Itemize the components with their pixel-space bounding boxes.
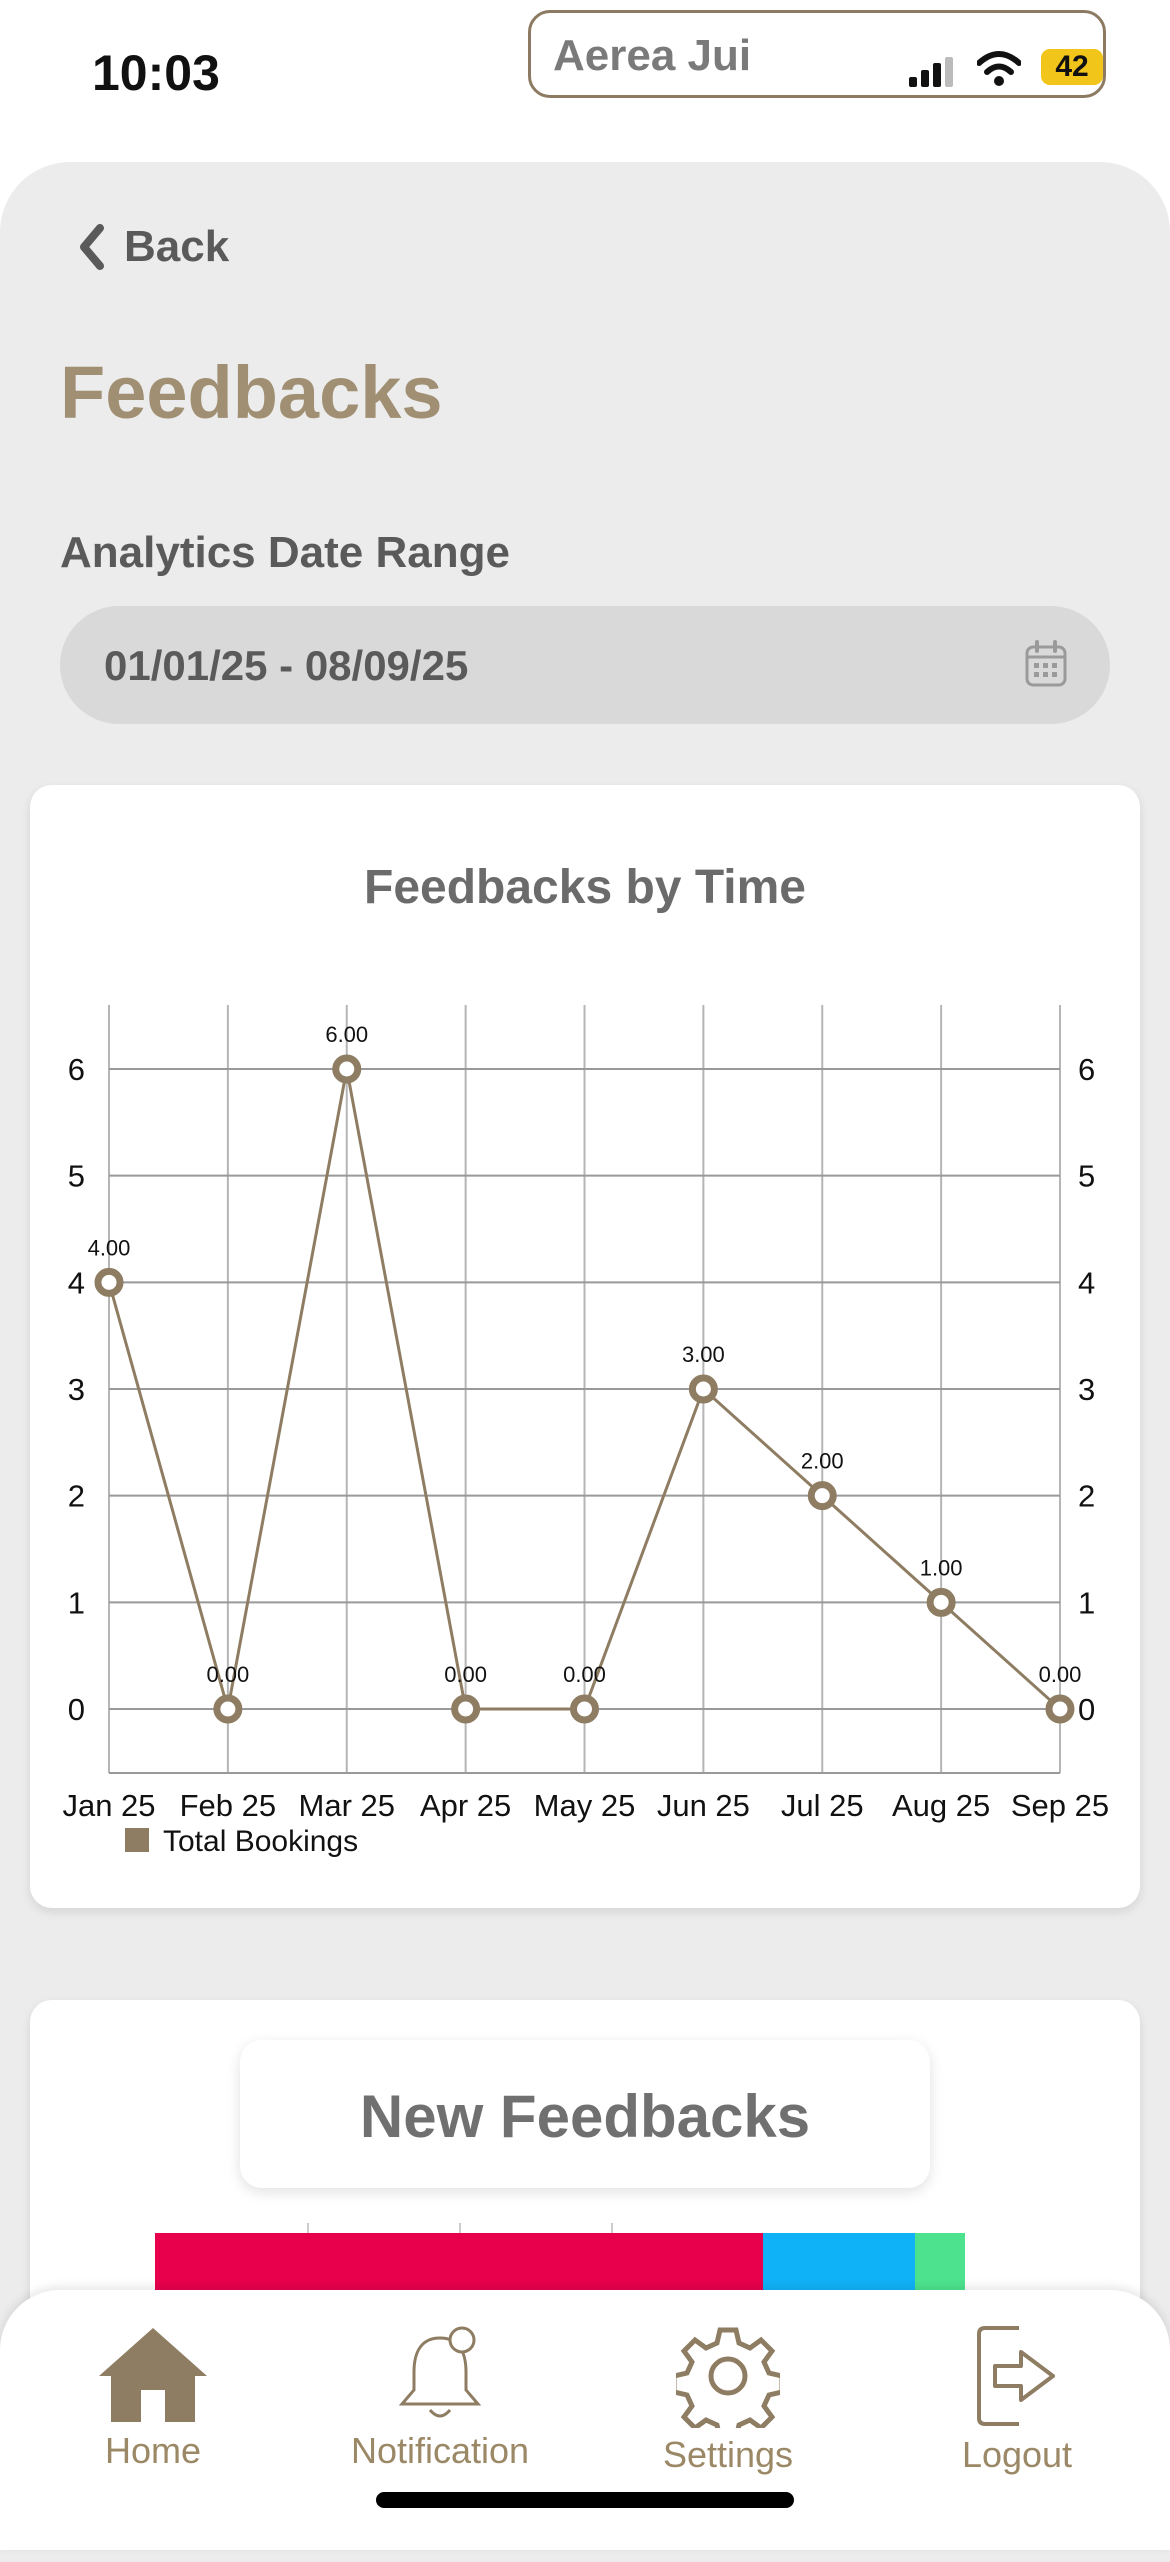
data-point	[94, 1267, 124, 1297]
chart-title: Feedbacks by Time	[364, 861, 806, 914]
date-range-field[interactable]: 01/01/25 - 08/09/25	[60, 606, 1110, 724]
data-point	[1045, 1694, 1075, 1724]
island-name: Aerea Jui	[553, 31, 752, 80]
y-tick-label-right: 4	[1078, 1265, 1095, 1300]
feedbacks-line-chart: 0 0 1 1 2 2 3 3 4 4 5 5 6 6 Jan 25 Feb 25 Mar 25 Apr 25 Ma…	[62, 1005, 1109, 1858]
bell-icon	[398, 2326, 482, 2418]
home-icon	[99, 2328, 207, 2422]
y-tick-label-left: 1	[68, 1585, 85, 1620]
data-point	[688, 1374, 718, 1404]
stacked-bar-segment	[763, 2233, 915, 2293]
legend-label: Total Bookings	[163, 1825, 358, 1858]
y-tick-label-right: 5	[1078, 1159, 1095, 1194]
y-tick-label-right: 1	[1078, 1585, 1095, 1620]
x-tick-label: Apr 25	[420, 1788, 511, 1823]
bottom-navigation: Home Notification Settings	[0, 2290, 1170, 2550]
gear-icon	[676, 2327, 780, 2428]
data-label: 1.00	[920, 1555, 963, 1580]
nav-logout-label: Logout	[961, 2434, 1073, 2475]
nav-home[interactable]: Home	[8, 2290, 298, 2490]
data-label: 3.00	[682, 1342, 725, 1367]
data-label: 0.00	[1039, 1662, 1082, 1687]
data-point	[570, 1694, 599, 1724]
y-tick-label-right: 6	[1078, 1052, 1095, 1087]
dynamic-island: Aerea Jui 42	[528, 10, 1106, 98]
home-indicator	[376, 2492, 794, 2508]
bar-grid-tick	[611, 2223, 613, 2233]
x-tick-label: Feb 25	[180, 1788, 277, 1823]
data-label: 2.00	[801, 1449, 844, 1474]
date-range-value: 01/01/25 - 08/09/25	[104, 642, 469, 689]
data-point	[332, 1054, 362, 1084]
x-tick-label: Jun 25	[657, 1788, 750, 1823]
date-range-label: Analytics Date Range	[60, 528, 510, 577]
new-feedbacks-title: New Feedbacks	[359, 2083, 811, 2150]
logout-icon	[977, 2326, 1055, 2426]
signal-icon	[909, 57, 953, 87]
nav-notification[interactable]: Notification	[295, 2290, 585, 2490]
new-feedbacks-stacked-bar	[155, 2223, 966, 2293]
wifi-icon	[977, 51, 1021, 86]
x-tick-label: Jul 25	[781, 1788, 864, 1823]
calendar-icon[interactable]	[1024, 640, 1068, 688]
y-tick-label-left: 2	[68, 1479, 85, 1514]
legend-swatch	[125, 1828, 149, 1852]
status-time: 10:03	[92, 45, 220, 101]
y-tick-label-left: 6	[68, 1052, 85, 1087]
x-tick-label: Sep 25	[1011, 1788, 1109, 1823]
y-tick-label-left: 5	[68, 1159, 85, 1194]
x-tick-label: Jan 25	[62, 1788, 155, 1823]
y-tick-label-right: 0	[1078, 1692, 1095, 1727]
data-label: 0.00	[563, 1662, 606, 1687]
nav-settings-label: Settings	[662, 2434, 794, 2475]
stacked-bar-segment	[915, 2233, 966, 2293]
data-label: 0.00	[206, 1662, 249, 1687]
bar-grid-tick	[307, 2223, 309, 2233]
x-tick-label: May 25	[534, 1788, 636, 1823]
x-tick-label: Aug 25	[892, 1788, 990, 1823]
data-label: 6.00	[325, 1022, 368, 1047]
back-label: Back	[124, 222, 230, 271]
data-label: 0.00	[444, 1662, 487, 1687]
new-feedbacks-title-box: New Feedbacks	[240, 2040, 930, 2188]
chevron-left-icon	[80, 224, 104, 270]
y-tick-label-left: 3	[68, 1372, 85, 1407]
data-point	[807, 1481, 837, 1511]
nav-notification-label: Notification	[350, 2430, 530, 2471]
back-button[interactable]: Back	[78, 222, 229, 272]
data-label: 4.00	[88, 1235, 131, 1260]
data-point	[451, 1694, 481, 1724]
x-tick-label: Mar 25	[299, 1788, 395, 1823]
y-tick-label-left: 0	[68, 1692, 85, 1727]
bar-grid-tick	[459, 2223, 461, 2233]
page-title: Feedbacks	[60, 351, 443, 434]
data-point	[213, 1694, 243, 1724]
nav-home-label: Home	[104, 2430, 202, 2471]
stacked-bar-segment	[155, 2233, 763, 2293]
nav-logout[interactable]: Logout	[872, 2290, 1162, 2490]
nav-settings[interactable]: Settings	[583, 2290, 873, 2490]
y-tick-label-left: 4	[68, 1265, 85, 1300]
data-point	[926, 1587, 956, 1617]
y-tick-label-right: 2	[1078, 1479, 1095, 1514]
y-tick-label-right: 3	[1078, 1372, 1095, 1407]
battery-indicator: 42	[1041, 49, 1103, 85]
